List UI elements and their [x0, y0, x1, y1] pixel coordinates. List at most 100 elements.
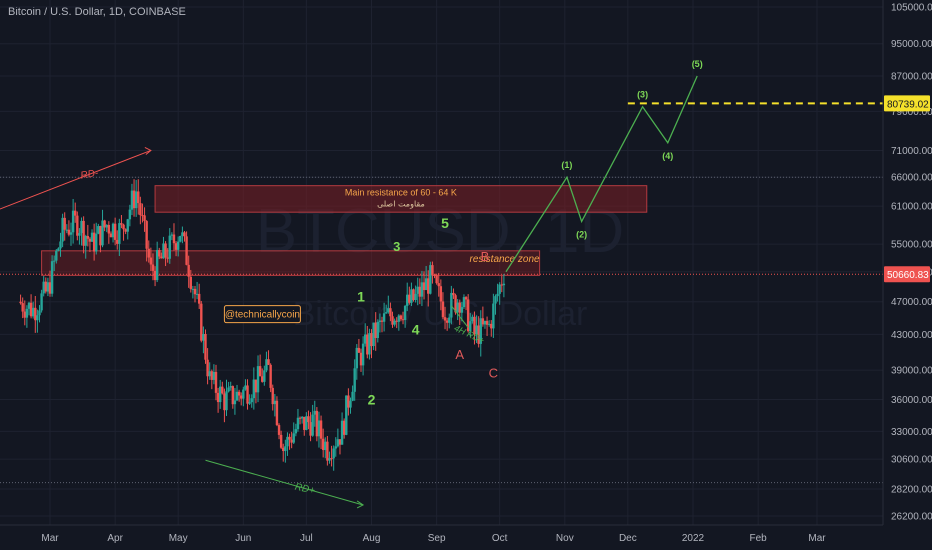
candle-body	[397, 315, 401, 322]
rd-4h-line	[450, 305, 469, 328]
candle-body	[408, 294, 411, 303]
candle-body	[46, 282, 50, 292]
candle-body	[340, 420, 344, 445]
candle-body	[326, 441, 329, 461]
candle-body	[53, 260, 56, 262]
time-axis[interactable]: Mar Apr May Jun Jul Aug Sep Oct Nov Dec 2022 Feb Mar	[41, 533, 826, 544]
candle-body	[378, 320, 382, 322]
author-tag: @technicallycoin	[225, 310, 300, 321]
time-tick-label: 2022	[682, 533, 705, 544]
candle-body	[191, 288, 195, 290]
candle-body	[473, 316, 476, 335]
resistance-zone	[41, 250, 541, 276]
projection-path	[505, 75, 698, 273]
main-resistance-label: Main resistance of 60 - 64 K	[345, 188, 457, 198]
price-tick-label: 39000.00	[891, 366, 932, 377]
candle-body	[424, 278, 428, 291]
candle-body	[185, 236, 188, 265]
candle-body	[454, 295, 457, 313]
candle-body	[233, 400, 237, 405]
candle-body	[448, 317, 451, 323]
candle-body	[279, 434, 283, 448]
price-axis[interactable]: 105000.00 95000.00 87000.00 79000.00 71000.0…	[884, 3, 932, 523]
candle-body	[393, 320, 396, 325]
candle-body	[210, 371, 214, 380]
candle-body	[494, 296, 497, 304]
candle-body	[92, 232, 96, 252]
candle-body	[86, 235, 90, 239]
candle-body	[109, 233, 113, 238]
candle-body	[303, 416, 306, 430]
candle-body	[97, 226, 100, 234]
candle-body	[357, 347, 361, 353]
time-tick-label: Mar	[808, 533, 826, 544]
candle-body	[170, 234, 174, 236]
candle-body	[21, 303, 24, 312]
candle-body	[269, 364, 272, 388]
candle-body	[231, 386, 235, 405]
candle-body	[164, 243, 167, 258]
candle-body	[361, 343, 365, 366]
candle-body	[57, 248, 60, 251]
candle-body	[439, 286, 443, 302]
candle-body	[214, 371, 218, 393]
horizontal-lines	[0, 102, 883, 484]
time-tick-label: Aug	[363, 533, 381, 544]
candle-body	[204, 333, 207, 360]
candle-body	[460, 307, 464, 313]
wave-label-green: 4	[412, 321, 420, 337]
candle-body	[273, 400, 277, 405]
candle-body	[353, 368, 356, 392]
candle-body	[181, 232, 184, 237]
candle-body	[429, 265, 432, 294]
projection-wave-label: (3)	[637, 90, 648, 100]
candle-body	[76, 215, 79, 236]
candle-body	[40, 293, 43, 311]
rd-minus-line	[0, 150, 152, 210]
candle-body	[248, 402, 251, 404]
candle-body	[23, 311, 26, 318]
price-tick-label: 47000.00	[891, 297, 932, 308]
candle-body	[311, 414, 314, 436]
candle-body	[431, 265, 434, 275]
candle-body	[25, 308, 29, 318]
price-tick-label: 26200.00	[891, 512, 932, 523]
price-tick-label: 71000.00	[891, 146, 932, 157]
candle-body	[151, 264, 155, 271]
candle-body	[143, 215, 146, 222]
candle-body	[487, 323, 491, 325]
candle-body	[300, 416, 304, 419]
time-tick-label: Mar	[41, 533, 59, 544]
candle-body	[101, 220, 104, 246]
candle-body	[88, 238, 92, 242]
candle-body	[462, 297, 466, 308]
candle-body	[368, 333, 371, 355]
candle-body	[271, 387, 274, 405]
candle-body	[475, 325, 478, 335]
candle-body	[250, 398, 253, 403]
candle-body	[391, 316, 394, 325]
candle-body	[420, 282, 424, 297]
candle-body	[27, 302, 31, 309]
candle-body	[50, 261, 54, 294]
candle-body	[158, 250, 161, 257]
candle-body	[124, 229, 127, 232]
candle-body	[242, 389, 245, 399]
candle-body	[42, 281, 45, 294]
candle-body	[174, 243, 178, 250]
candle-body	[374, 322, 377, 338]
candle-body	[471, 316, 474, 322]
candle-body	[36, 315, 39, 321]
candle-body	[118, 223, 121, 244]
rd-minus-arrow	[144, 147, 152, 155]
candle-body	[401, 319, 405, 321]
candle-body	[200, 303, 203, 341]
candle-body	[34, 307, 37, 321]
candle-body	[69, 232, 73, 235]
candle-body	[95, 233, 98, 252]
rd-plus-line	[205, 459, 364, 506]
time-tick-label: Jun	[235, 533, 251, 544]
candle-body	[78, 233, 81, 236]
candle-body	[59, 241, 62, 249]
